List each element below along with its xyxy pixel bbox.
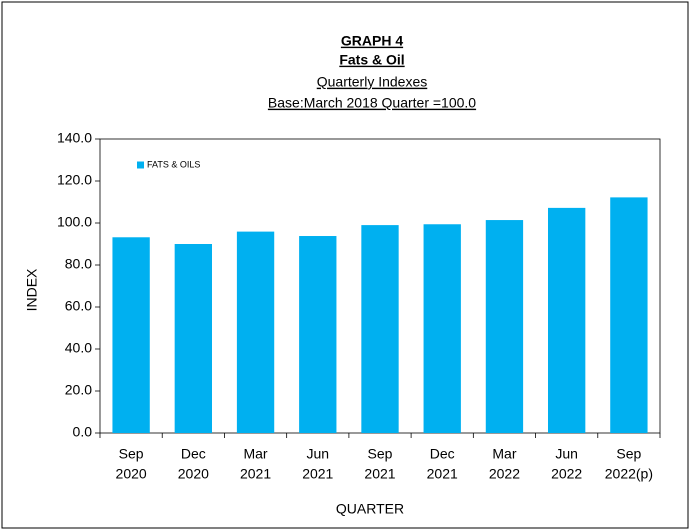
x-tick-label: Sep <box>368 446 393 462</box>
chart-title: Fats & Oil <box>339 52 404 68</box>
bar <box>361 225 399 433</box>
chart-title: GRAPH 4 <box>341 33 403 49</box>
x-tick-label: Mar <box>243 446 267 462</box>
y-tick-label: 0.0 <box>73 424 93 440</box>
x-tick-label: 2020 <box>178 466 209 482</box>
x-tick-label: Sep <box>119 446 144 462</box>
chart-subtitle: Base:March 2018 Quarter =100.0 <box>268 95 476 111</box>
x-tick-label: 2020 <box>116 466 147 482</box>
y-tick-label: 100.0 <box>57 214 92 230</box>
bar <box>423 224 461 433</box>
bar <box>174 244 212 433</box>
y-tick-label: 140.0 <box>57 130 92 146</box>
y-axis-label: INDEX <box>24 268 40 311</box>
x-tick-label: 2021 <box>302 466 333 482</box>
chart-subtitle: Quarterly Indexes <box>317 74 428 90</box>
x-axis-label: QUARTER <box>336 501 404 517</box>
x-tick-label: 2022 <box>489 466 520 482</box>
bar <box>548 207 586 433</box>
x-tick-label: Jun <box>555 446 578 462</box>
x-tick-label: Mar <box>492 446 516 462</box>
x-tick-label: Dec <box>430 446 455 462</box>
x-tick-label: 2021 <box>364 466 395 482</box>
x-tick-label: Dec <box>181 446 206 462</box>
y-tick-label: 80.0 <box>65 256 92 272</box>
x-tick-label: 2022 <box>551 466 582 482</box>
y-tick-label: 20.0 <box>65 382 92 398</box>
x-tick-label: 2021 <box>427 466 458 482</box>
x-tick-label: 2022(p) <box>605 466 653 482</box>
bar <box>112 237 150 433</box>
x-tick-label: Jun <box>306 446 329 462</box>
bar <box>236 231 275 433</box>
y-tick-label: 40.0 <box>65 340 92 356</box>
bar <box>485 220 524 433</box>
bar <box>299 236 337 433</box>
bar <box>610 197 648 433</box>
y-tick-label: 60.0 <box>65 298 92 314</box>
x-tick-label: Sep <box>616 446 641 462</box>
x-tick-label: 2021 <box>240 466 271 482</box>
legend-label: FATS & OILS <box>147 159 200 169</box>
legend-swatch <box>137 161 144 169</box>
y-tick-label: 120.0 <box>57 172 92 188</box>
